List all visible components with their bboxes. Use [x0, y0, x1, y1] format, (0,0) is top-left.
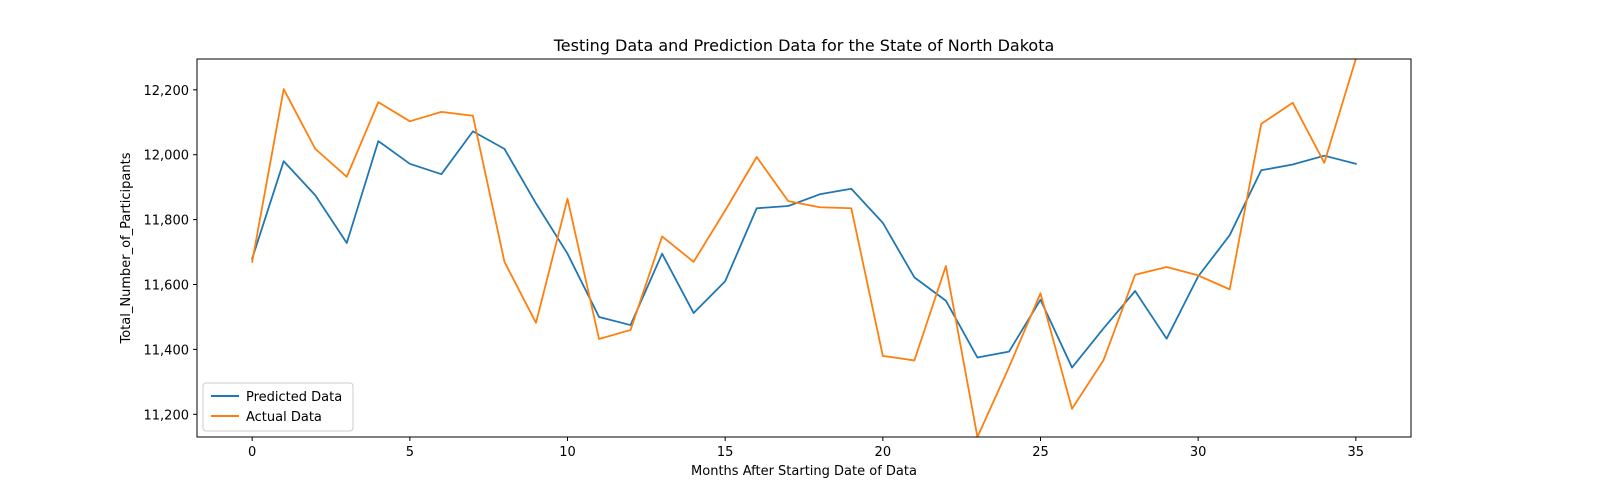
legend-box [202, 382, 354, 432]
plot-lines [251, 59, 1357, 437]
legend-label: Actual Data [246, 410, 322, 425]
y-axis: 11,200 11,400 11,600 11,800 12,000 12,200 [144, 84, 197, 423]
x-axis: 0 5 10 15 20 25 30 35 [248, 437, 1364, 460]
series-line-predicted [251, 130, 1357, 369]
x-tick-label: 10 [559, 445, 576, 460]
x-tick-label: 15 [717, 445, 734, 460]
y-tick-label: 11,400 [144, 343, 190, 358]
plot-frame [196, 58, 1412, 438]
x-tick-label: 30 [1190, 445, 1207, 460]
y-tick-label: 12,000 [144, 149, 190, 164]
x-tick-label: 5 [406, 445, 414, 460]
x-axis-label: Months After Starting Date of Data [691, 464, 917, 479]
chart-title: Testing Data and Prediction Data for the… [553, 36, 1055, 55]
legend-label: Predicted Data [246, 390, 342, 405]
legend: Predicted Data Actual Data [202, 382, 354, 432]
x-tick-label: 25 [1032, 445, 1049, 460]
x-tick-label: 0 [248, 445, 256, 460]
y-tick-label: 11,600 [144, 279, 190, 294]
x-tick-label: 20 [875, 445, 892, 460]
y-tick-label: 12,200 [144, 84, 190, 99]
y-axis-label: Total_Number_of_Participants [119, 152, 134, 344]
y-tick-label: 11,200 [144, 408, 190, 423]
series-line-actual [251, 59, 1357, 437]
y-tick-label: 11,800 [144, 214, 190, 229]
x-tick-label: 35 [1348, 445, 1365, 460]
